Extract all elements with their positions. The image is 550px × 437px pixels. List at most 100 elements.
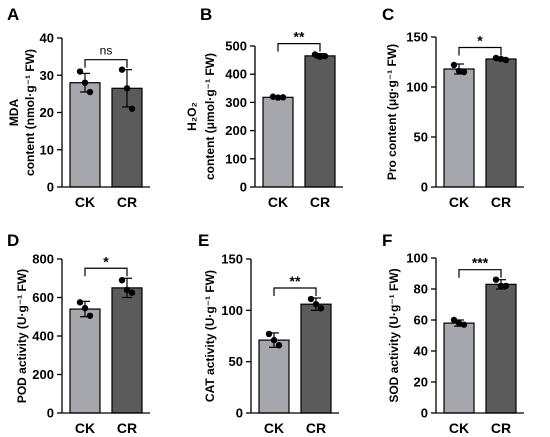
y-axis-label: MDA <box>7 99 21 127</box>
y-tick-label: 30 <box>40 68 54 83</box>
y-axis-label: SOD activity (U·g⁻¹ FW) <box>387 268 401 402</box>
category-label: CK <box>75 420 95 436</box>
data-point <box>450 61 458 69</box>
data-point <box>497 55 505 63</box>
y-tick-label: 600 <box>32 290 54 305</box>
significance-label: * <box>477 33 483 49</box>
bar-cr <box>300 303 332 414</box>
data-point <box>274 94 282 101</box>
y-tick-label: 10 <box>40 142 54 157</box>
significance-bracket <box>84 267 128 277</box>
data-point <box>279 94 287 101</box>
data-point <box>502 56 510 64</box>
category-label: CR <box>306 420 326 436</box>
panel-letter: F <box>382 231 392 250</box>
data-point <box>269 93 277 100</box>
category-label: CK <box>75 194 95 210</box>
y-tick-label: 100 <box>221 303 243 318</box>
data-point <box>311 51 319 58</box>
data-point <box>460 321 468 328</box>
panel-letter: A <box>7 5 19 24</box>
y-tick-label: 200 <box>32 367 54 382</box>
data-point <box>502 282 510 290</box>
y-axis-label: Pro content (μg·g⁻¹ FW) <box>385 44 399 180</box>
y-tick-label: 20 <box>40 105 54 120</box>
bar-ck <box>262 96 294 188</box>
bar-cr <box>111 287 143 414</box>
category-label: CR <box>491 194 511 210</box>
y-tick-label: 100 <box>406 251 428 266</box>
data-point <box>76 299 84 306</box>
bar-ck <box>443 322 475 414</box>
data-point <box>81 304 89 312</box>
y-tick-label: 400 <box>225 67 247 82</box>
y-tick-label: 40 <box>414 344 428 359</box>
category-label: CK <box>449 420 469 436</box>
category-label: CR <box>117 194 137 210</box>
y-axis-label: content (nmol·g⁻¹ FW) <box>23 49 37 176</box>
data-point <box>265 330 273 338</box>
panel-d: D POD activity (U·g⁻¹ FW) CK CR 0 200 400 600 80… <box>7 231 150 436</box>
y-tick-label: 80 <box>414 282 428 297</box>
data-point <box>123 286 131 293</box>
data-point <box>76 68 84 75</box>
significance-bracket <box>458 46 502 56</box>
data-point <box>123 85 131 92</box>
panel-letter: C <box>382 5 394 24</box>
panel-e: E CAT activity (U·g⁻¹ FW) CK CR 0 50 100 150 ** <box>198 231 339 436</box>
y-tick-label: 0 <box>47 406 54 421</box>
significance-bracket <box>273 287 317 297</box>
data-point <box>86 312 94 319</box>
y-tick-label: 200 <box>225 123 247 138</box>
data-point <box>321 52 329 60</box>
category-label: CR <box>117 420 137 436</box>
significance-label: ** <box>290 273 301 289</box>
category-label: CR <box>491 420 511 436</box>
y-tick-label: 0 <box>236 406 243 421</box>
y-tick-label: 100 <box>225 151 247 166</box>
significance-label: ns <box>100 44 113 58</box>
data-point <box>128 289 136 296</box>
data-point <box>307 295 315 303</box>
bar-ck <box>258 339 290 414</box>
category-label: CK <box>268 194 288 210</box>
data-point <box>455 67 463 75</box>
y-tick-label: 0 <box>421 406 428 421</box>
y-axis-label: CAT activity (U·g⁻¹ FW) <box>203 270 217 402</box>
panel-c: C Pro content (μg·g⁻¹ FW) CK CR 0 50 100 150 * <box>382 5 524 210</box>
category-label: CR <box>310 194 330 210</box>
significance-bracket <box>84 59 128 68</box>
panel-letter: E <box>198 231 209 250</box>
y-tick-label: 20 <box>414 375 428 390</box>
y-tick-label: 500 <box>225 39 247 54</box>
panel-a: A MDA content (nmol·g⁻¹ FW) CK CR 0 10 20 30 40 ns <box>7 5 150 210</box>
data-point <box>492 54 500 62</box>
y-tick-label: 0 <box>240 180 247 195</box>
bar-cr <box>485 58 517 188</box>
data-point <box>450 316 458 324</box>
data-point <box>81 79 89 86</box>
y-tick-label: 0 <box>421 180 428 195</box>
data-point <box>492 276 500 283</box>
y-tick-label: 0 <box>47 180 54 195</box>
y-tick-label: 150 <box>221 252 243 267</box>
significance-label: *** <box>472 255 489 271</box>
data-point <box>118 66 126 73</box>
data-point <box>312 300 320 308</box>
data-point <box>275 342 283 349</box>
bar-ck <box>69 82 101 188</box>
data-point <box>118 276 126 284</box>
y-tick-label: 400 <box>32 329 54 344</box>
data-point <box>316 53 324 60</box>
significance-label: ** <box>294 29 305 45</box>
y-tick-label: 60 <box>414 313 428 328</box>
bar-ck <box>443 68 475 188</box>
data-point <box>455 319 463 327</box>
significance-bracket <box>277 43 321 52</box>
y-axis-label: H₂O₂ <box>185 102 199 131</box>
significance-bracket <box>458 269 502 278</box>
panel-letter: B <box>200 5 212 24</box>
y-tick-label: 300 <box>225 95 247 110</box>
y-tick-label: 800 <box>32 252 54 267</box>
